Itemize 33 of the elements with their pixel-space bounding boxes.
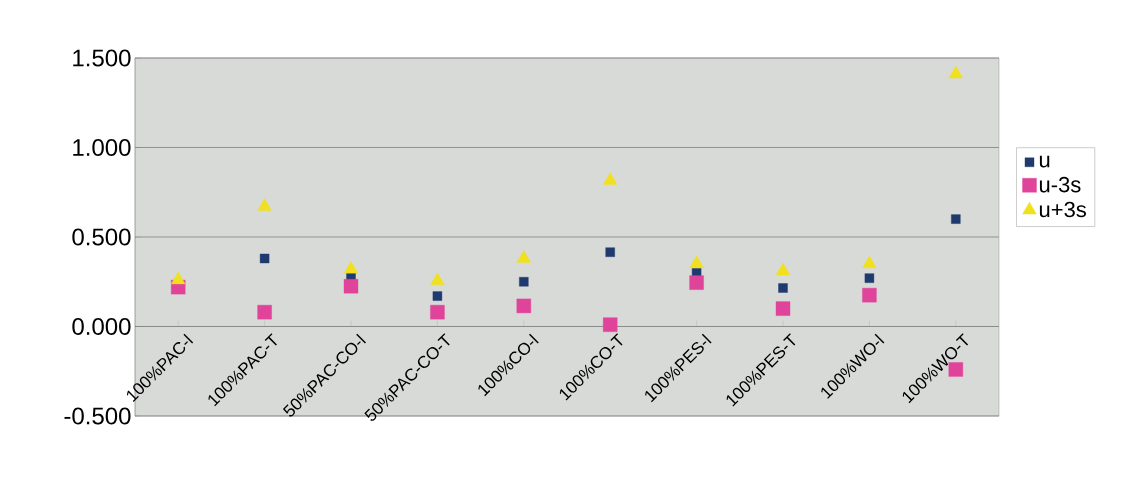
point [775, 301, 791, 316]
legend-label: u+3s [1039, 201, 1087, 218]
point [257, 198, 272, 211]
y-tick-label: -0.500 [64, 407, 131, 425]
y-tick-label: 1.500 [73, 49, 131, 67]
point [689, 255, 704, 269]
point [516, 250, 531, 263]
point [516, 298, 532, 314]
point [951, 214, 961, 224]
point [775, 262, 791, 276]
legend-label: u-3s [1039, 176, 1081, 193]
point [778, 283, 788, 293]
point [430, 304, 445, 320]
point [259, 253, 270, 264]
point [343, 261, 359, 274]
y-tick-label: 0.500 [72, 228, 131, 246]
point [432, 291, 443, 301]
point [603, 172, 618, 185]
point [171, 271, 186, 285]
legend-label: u [1039, 155, 1050, 168]
point [864, 273, 875, 283]
y-tick-label: 0.000 [72, 318, 131, 335]
point [343, 279, 359, 294]
point [519, 277, 529, 287]
point [862, 287, 877, 303]
point [862, 255, 877, 269]
y-tick-label: 1.000 [73, 139, 131, 156]
point [948, 65, 963, 79]
point [430, 272, 445, 286]
point [689, 275, 704, 290]
point [257, 304, 272, 320]
point [605, 247, 615, 257]
point [603, 317, 618, 332]
